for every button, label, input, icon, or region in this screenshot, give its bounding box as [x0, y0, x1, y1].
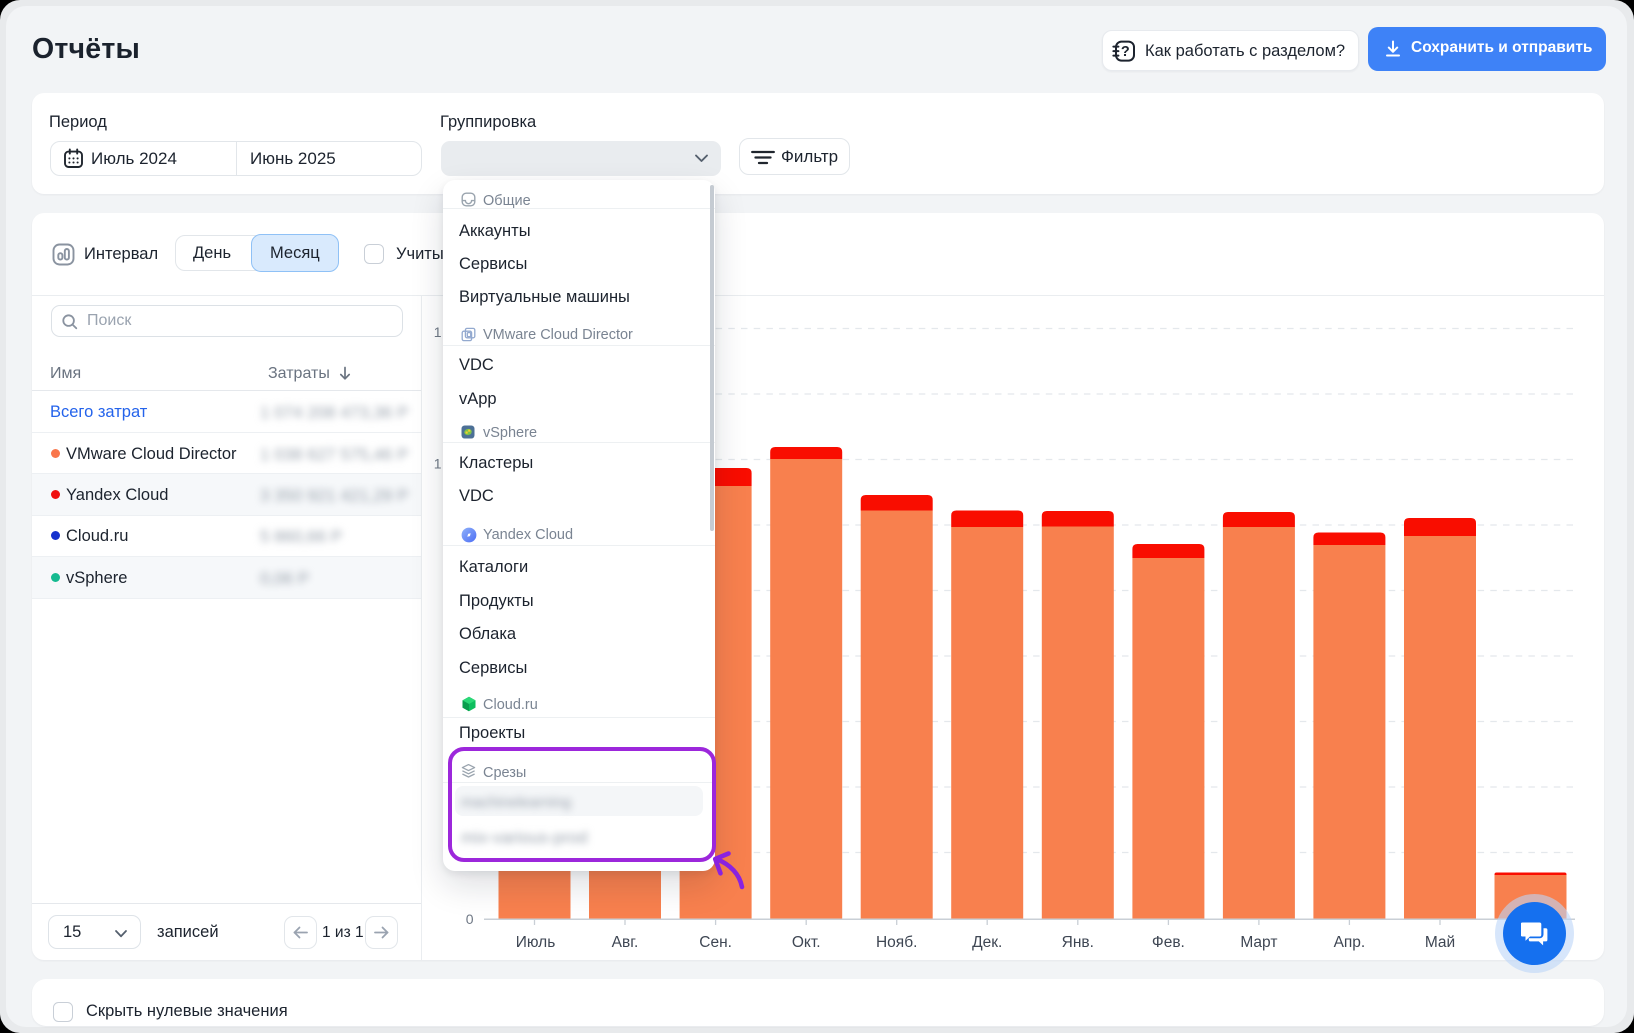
svg-text:1: 1	[434, 324, 442, 340]
svg-text:Янв.: Янв.	[1062, 934, 1094, 951]
svg-text:Апр.: Апр.	[1334, 934, 1366, 951]
svg-text:Май: Май	[1425, 934, 1455, 951]
svg-text:Июль: Июль	[516, 934, 556, 951]
svg-text:Окт.: Окт.	[792, 934, 821, 951]
svg-text:Сен.: Сен.	[699, 934, 732, 951]
svg-text:Фев.: Фев.	[1152, 934, 1185, 951]
svg-text:Нояб.: Нояб.	[876, 934, 917, 951]
svg-text:1: 1	[434, 456, 442, 472]
svg-text:Дек.: Дек.	[972, 934, 1002, 951]
svg-text:Авг.: Авг.	[612, 934, 639, 951]
svg-text:Март: Март	[1240, 934, 1277, 951]
svg-text:0: 0	[466, 911, 474, 927]
svg-text:?: ?	[1121, 44, 1130, 60]
